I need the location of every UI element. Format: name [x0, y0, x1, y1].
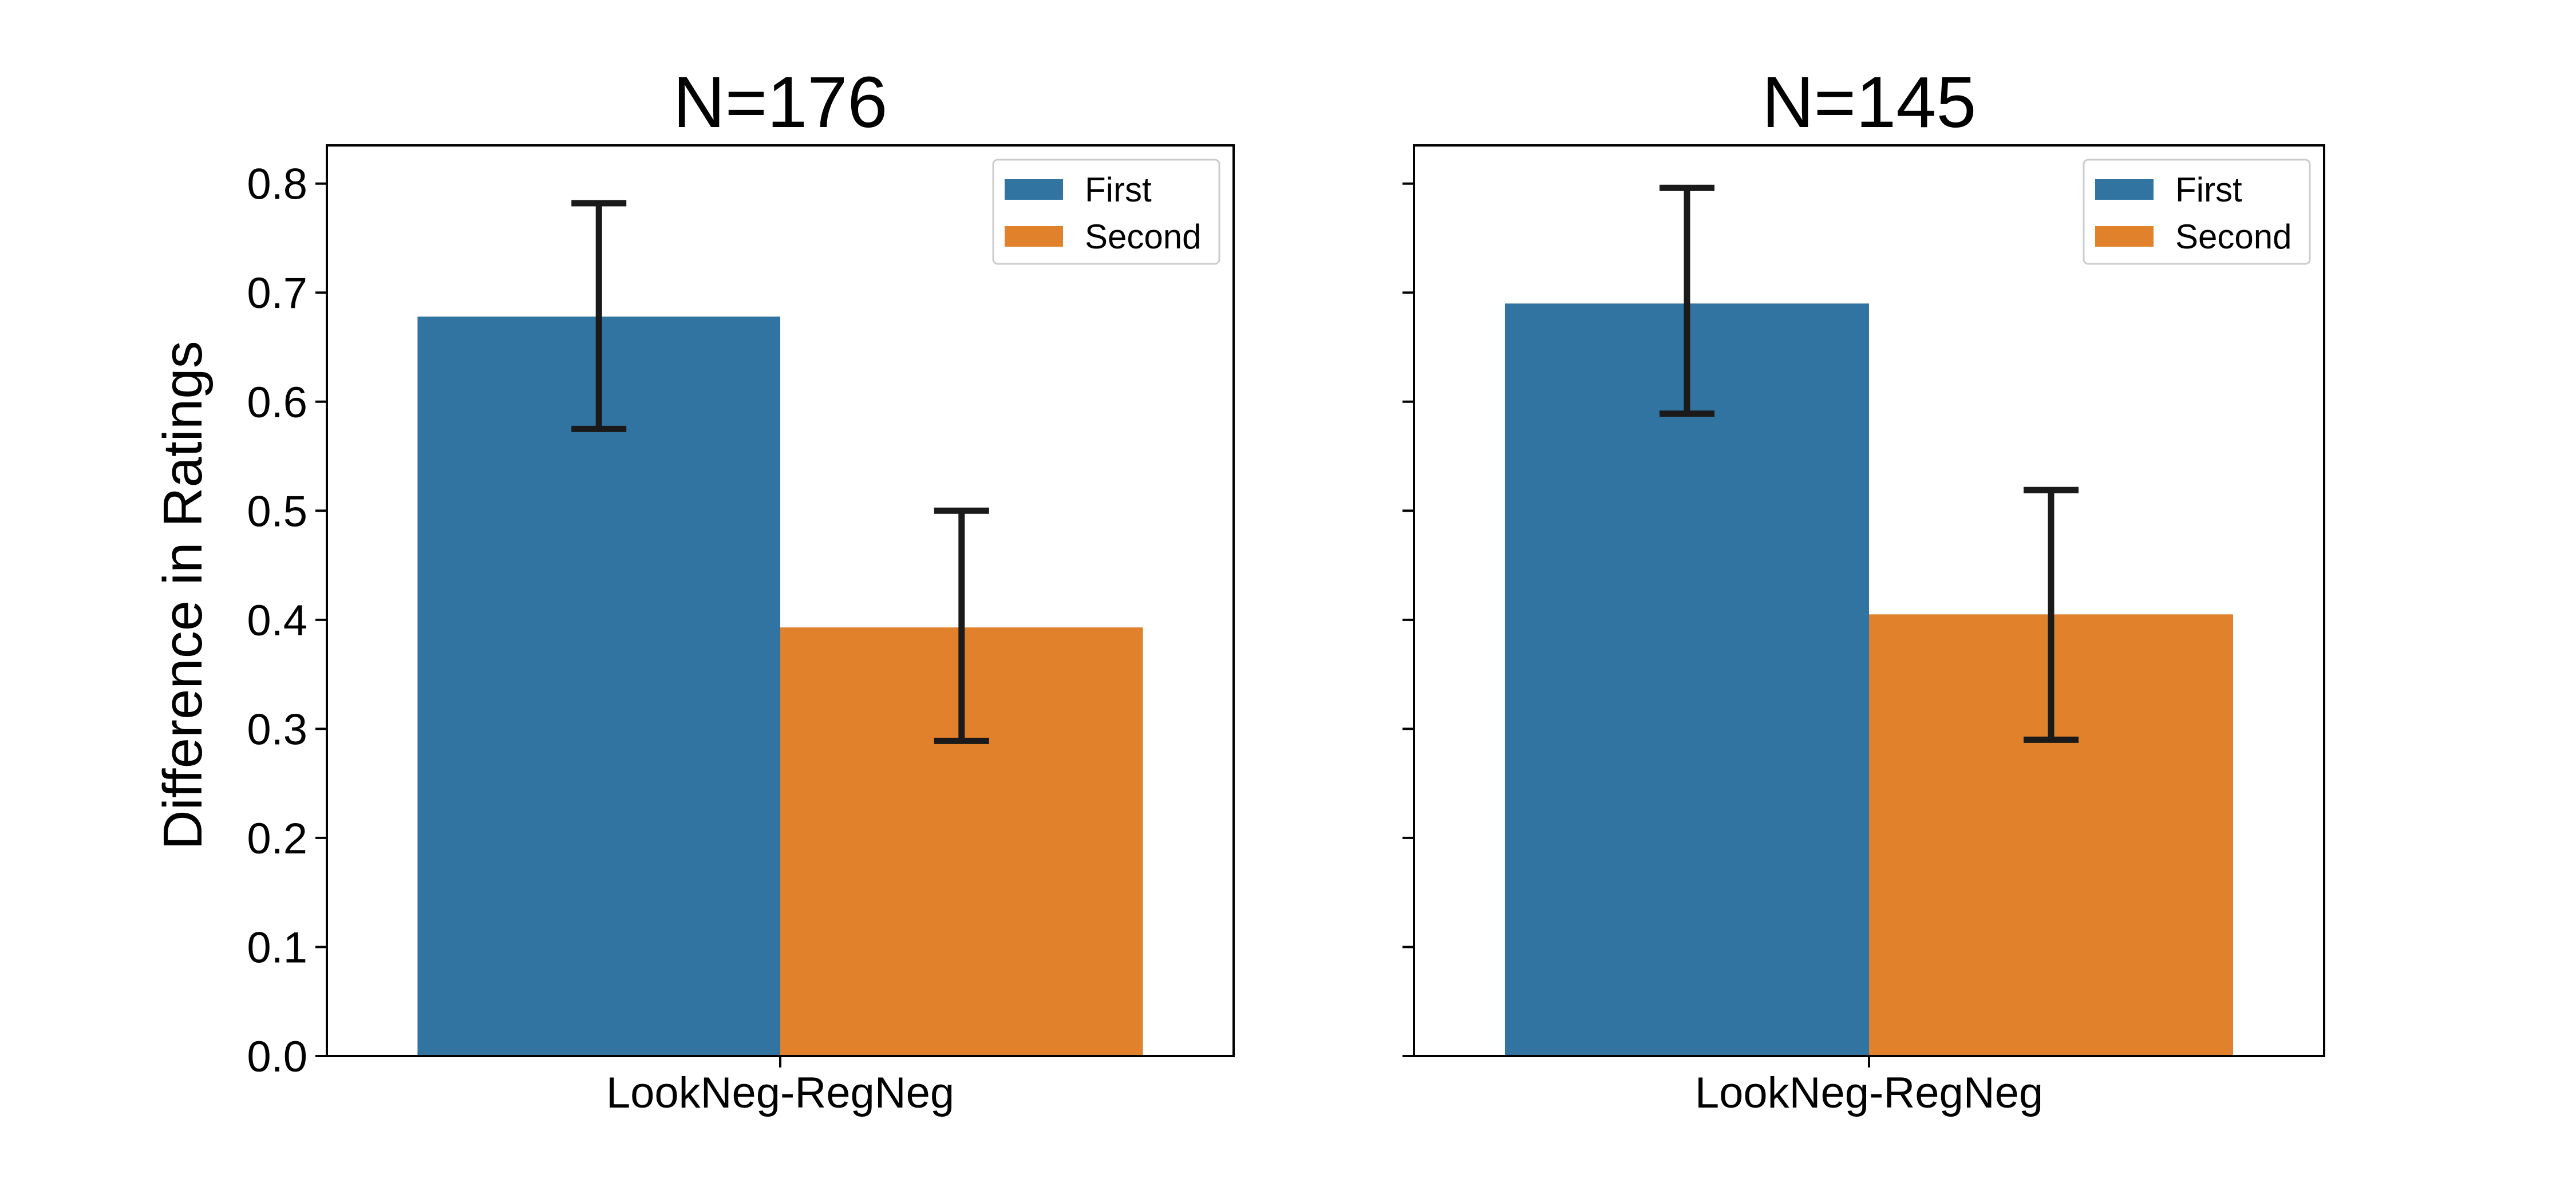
y-tick-label: 0.0 — [247, 1033, 307, 1081]
legend: First Second — [992, 159, 1220, 265]
x-tick-label: LookNeg-RegNeg — [1695, 1069, 2043, 1117]
y-tick-label: 0.6 — [247, 378, 307, 427]
y-tick-label: 0.3 — [247, 705, 307, 754]
errorbar-first — [571, 200, 627, 432]
x-tick-label: LookNeg-RegNeg — [606, 1069, 954, 1117]
legend-swatch-first — [1005, 179, 1063, 200]
y-axis-label: Difference in Ratings — [152, 341, 214, 849]
y-tick-label: 0.7 — [247, 269, 307, 318]
y-tick-label: 0.4 — [247, 596, 307, 645]
errorbar-second — [934, 507, 989, 744]
legend-swatch-second — [2095, 226, 2154, 247]
y-tick-label: 0.2 — [247, 814, 307, 863]
chart-title: N=176 — [673, 62, 888, 143]
subplot-right: N=145 LookNeg-RegNeg First Second — [1402, 62, 2325, 1117]
legend-label-first: First — [2175, 171, 2242, 209]
errorbar-first — [1660, 184, 1714, 417]
y-tick-label: 0.1 — [247, 923, 307, 972]
legend-label-second: Second — [2175, 218, 2292, 256]
legend: First Second — [2083, 159, 2311, 265]
y-tick-label: 0.8 — [247, 160, 307, 209]
subplot-left: N=176 0.0 0.1 0.2 0.3 0.4 0.5 0.6 0.7 0.8 LookNeg-… — [247, 62, 1235, 1117]
y-tick-label: 0.5 — [247, 487, 307, 536]
errorbar-second — [2024, 487, 2079, 743]
bar-first — [1505, 303, 1869, 1056]
chart-title: N=145 — [1762, 62, 1977, 143]
legend-label-second: Second — [1085, 218, 1202, 256]
legend-label-first: First — [1085, 171, 1152, 209]
bar-first — [417, 317, 780, 1056]
legend-swatch-second — [1005, 226, 1063, 247]
legend-swatch-first — [2095, 179, 2154, 200]
